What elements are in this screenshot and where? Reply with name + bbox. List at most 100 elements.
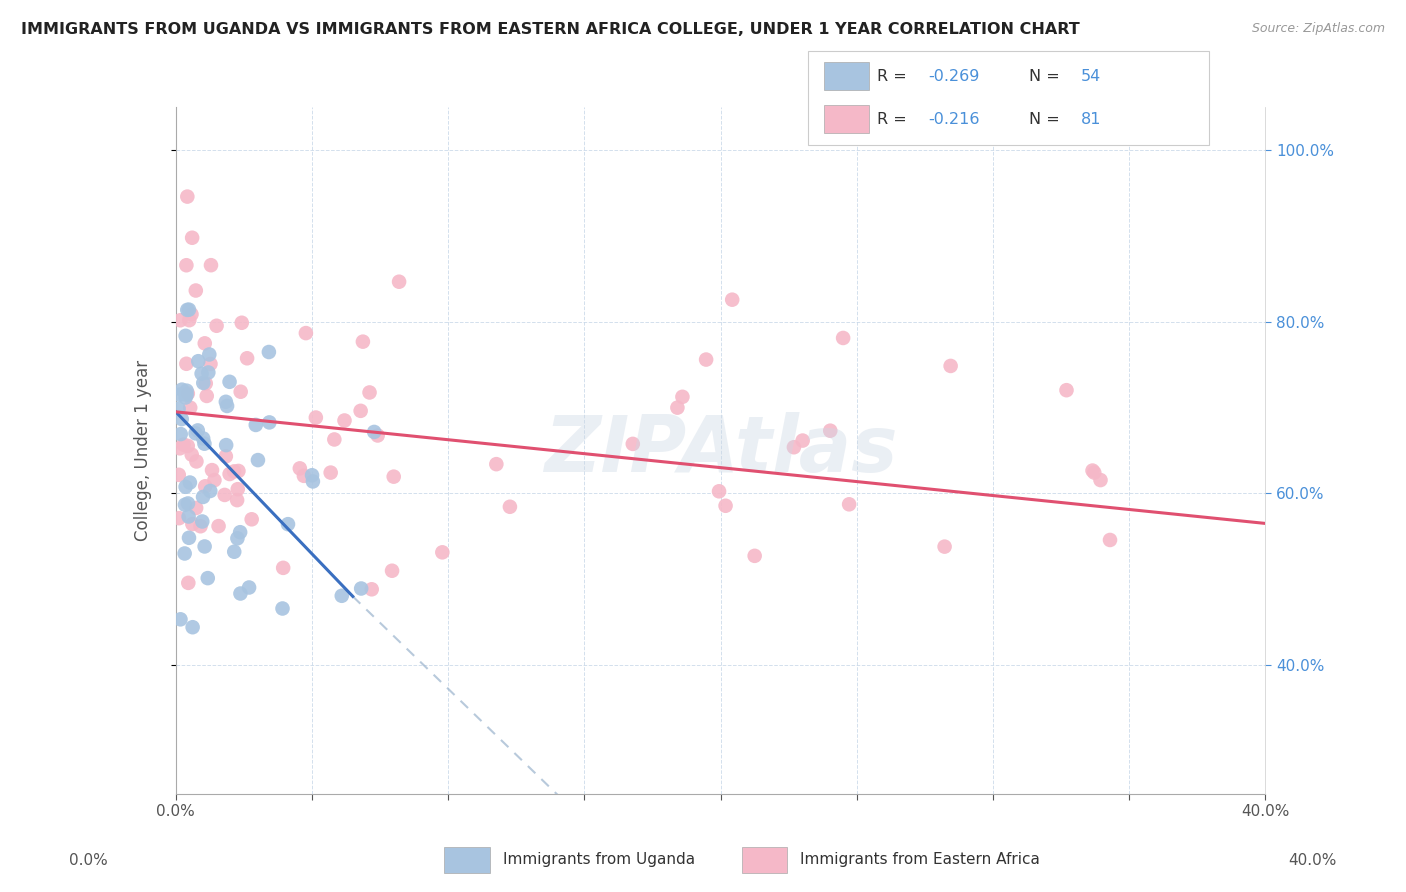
Point (1090, 473, 1112, 487)
Point (215, 438, 238, 452)
Point (207, 519, 229, 533)
Point (217, 399, 239, 413)
Point (176, 384, 198, 398)
Text: R =: R = (876, 69, 911, 84)
Point (695, 352, 717, 367)
Point (295, 326, 318, 340)
Point (939, 359, 962, 373)
Point (194, 540, 217, 554)
Point (191, 515, 214, 529)
Point (177, 531, 200, 545)
Point (707, 484, 730, 499)
Point (194, 336, 217, 351)
Point (181, 231, 204, 245)
Point (198, 347, 221, 361)
Point (176, 189, 198, 203)
Point (177, 509, 200, 524)
Point (173, 546, 195, 560)
Text: N =: N = (1029, 112, 1064, 127)
Y-axis label: College, Under 1 year: College, Under 1 year (134, 359, 152, 541)
Point (187, 424, 209, 438)
Point (621, 437, 644, 451)
Point (176, 258, 198, 272)
Point (214, 488, 236, 502)
Point (350, 582, 373, 596)
Point (176, 387, 198, 401)
Point (204, 473, 226, 487)
Point (190, 367, 212, 381)
Point (181, 620, 204, 634)
Point (167, 511, 190, 525)
Point (179, 401, 201, 415)
Point (174, 328, 197, 343)
Point (352, 334, 374, 349)
Point (301, 468, 323, 483)
Point (187, 354, 209, 368)
Point (1056, 383, 1078, 397)
Point (1081, 464, 1104, 478)
Point (170, 383, 193, 397)
Point (744, 549, 766, 563)
Point (218, 375, 240, 389)
Point (319, 466, 342, 480)
Point (170, 427, 193, 442)
Point (388, 275, 411, 289)
Point (485, 457, 508, 471)
Point (257, 345, 280, 359)
Point (1098, 533, 1121, 547)
Point (259, 416, 281, 430)
Point (292, 468, 315, 483)
Point (167, 401, 190, 416)
Text: IMMIGRANTS FROM UGANDA VS IMMIGRANTS FROM EASTERN AFRICA COLLEGE, UNDER 1 YEAR C: IMMIGRANTS FROM UGANDA VS IMMIGRANTS FRO… (21, 22, 1080, 37)
Point (499, 500, 522, 514)
Point (305, 410, 328, 425)
Point (205, 318, 228, 333)
Point (200, 357, 222, 371)
Text: Source: ZipAtlas.com: Source: ZipAtlas.com (1251, 22, 1385, 36)
Point (792, 434, 814, 448)
Point (190, 519, 212, 533)
Point (169, 387, 191, 401)
Point (271, 561, 294, 575)
Point (363, 425, 385, 439)
Point (432, 545, 454, 559)
Text: 54: 54 (1081, 69, 1101, 84)
Point (277, 517, 299, 532)
Point (360, 582, 382, 597)
Point (174, 480, 197, 494)
Point (350, 404, 373, 418)
Point (215, 394, 238, 409)
Text: 0.0%: 0.0% (69, 853, 108, 868)
Text: -0.269: -0.269 (928, 69, 980, 84)
Text: Immigrants from Uganda: Immigrants from Uganda (502, 852, 695, 867)
Point (186, 500, 208, 515)
Point (382, 469, 405, 483)
Point (169, 442, 191, 456)
Point (186, 454, 208, 468)
Text: 40.0%: 40.0% (1288, 853, 1337, 868)
Point (180, 307, 202, 321)
FancyBboxPatch shape (742, 847, 787, 872)
Point (381, 564, 404, 578)
Point (229, 384, 252, 399)
Point (169, 612, 191, 626)
Point (181, 517, 204, 532)
Point (323, 433, 346, 447)
Point (194, 479, 217, 493)
Point (200, 483, 222, 498)
Point (367, 428, 389, 442)
Point (671, 390, 693, 404)
Point (194, 376, 217, 391)
Point (236, 351, 259, 366)
Point (193, 376, 215, 390)
Point (174, 391, 197, 405)
Point (245, 417, 267, 432)
Point (838, 497, 860, 511)
Point (288, 461, 311, 475)
Point (330, 589, 353, 603)
Point (359, 385, 381, 400)
Point (169, 313, 191, 327)
Point (193, 436, 215, 450)
Point (1083, 466, 1105, 480)
Point (240, 512, 263, 526)
